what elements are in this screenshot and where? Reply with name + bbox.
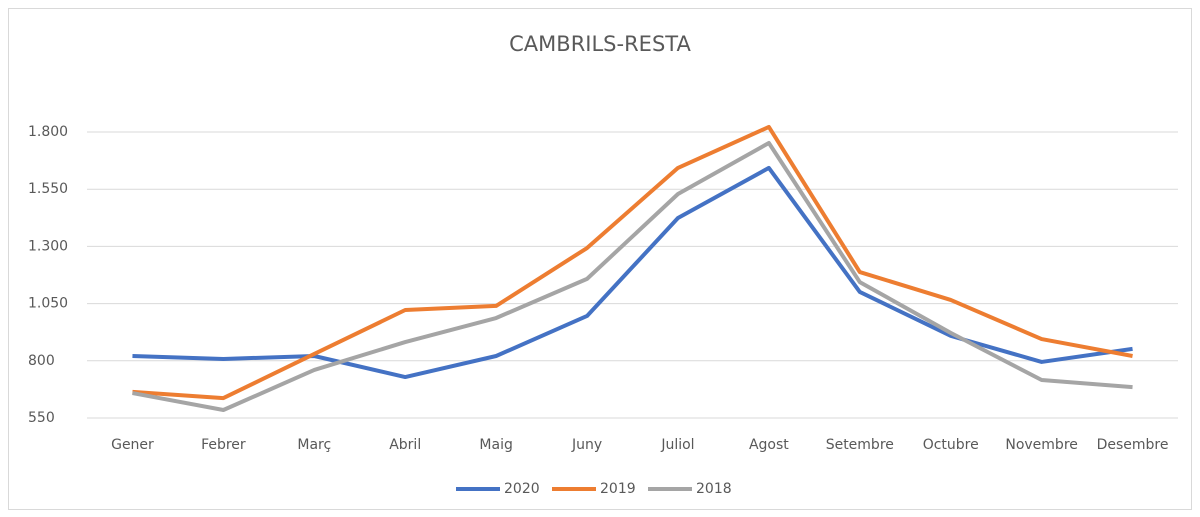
- y-tick-label: 1.800: [28, 124, 68, 140]
- x-tick-label: Maig: [479, 437, 512, 453]
- x-tick-label: Setembre: [826, 437, 894, 453]
- x-tick-label: Gener: [111, 437, 154, 453]
- x-tick-label: Març: [297, 437, 331, 453]
- x-tick-label: Juny: [571, 437, 602, 453]
- chart-title: CAMBRILS-RESTA: [509, 32, 691, 56]
- x-tick-label: Febrer: [201, 437, 246, 453]
- y-tick-label: 800: [28, 353, 55, 369]
- y-tick-label: 550: [28, 410, 55, 426]
- y-tick-label: 1.550: [28, 181, 68, 197]
- y-tick-label: 1.300: [28, 238, 68, 254]
- x-tick-label: Novembre: [1005, 437, 1078, 453]
- x-tick-label: Desembre: [1097, 437, 1169, 453]
- legend-label: 2018: [696, 481, 732, 497]
- data-line: [132, 124, 1133, 401]
- x-tick-label: Juliol: [660, 437, 694, 453]
- data-line: [132, 140, 1133, 412]
- x-tick-label: Abril: [389, 437, 421, 453]
- chart-border: [8, 8, 1192, 510]
- legend-label: 2020: [504, 481, 540, 497]
- y-tick-label: 1.050: [28, 296, 68, 312]
- legend-label: 2019: [600, 481, 636, 497]
- x-tick-label: Agost: [749, 437, 789, 453]
- x-tick-label: Octubre: [923, 437, 979, 453]
